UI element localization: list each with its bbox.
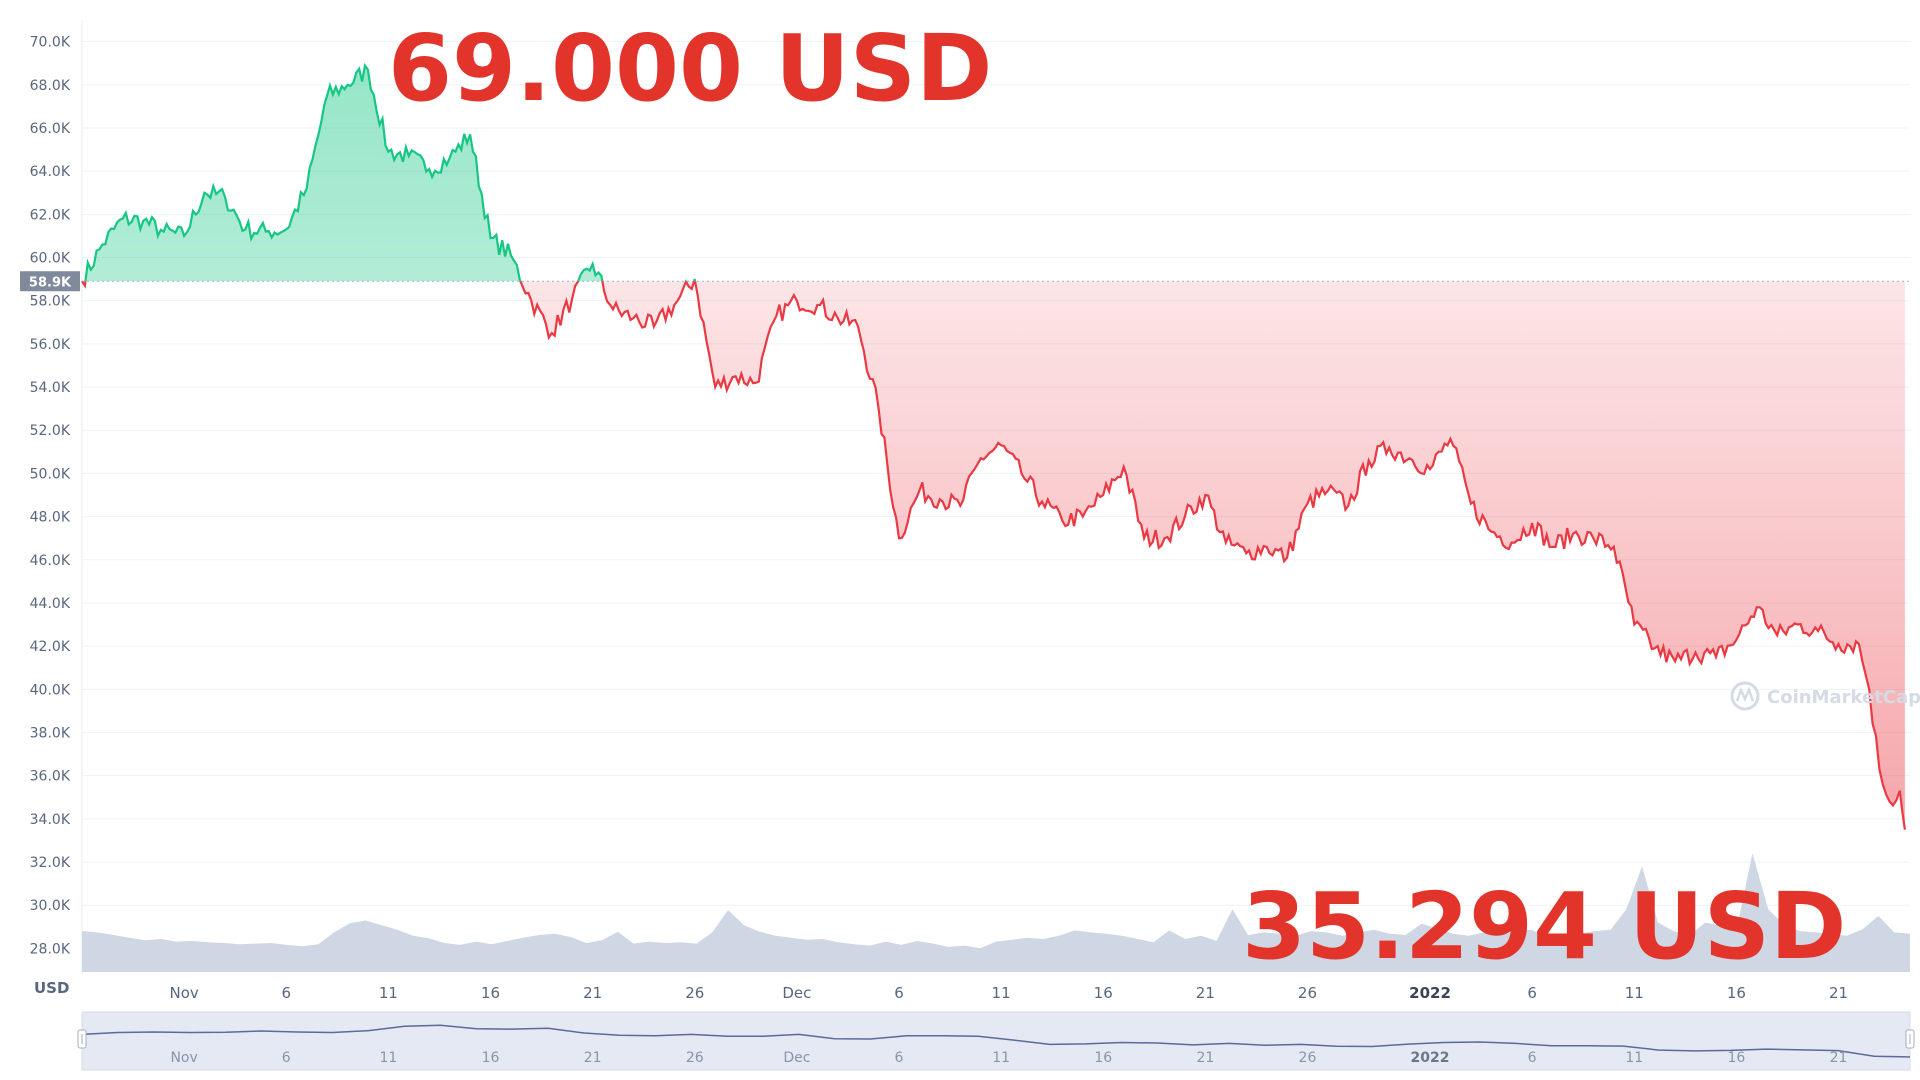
x-tick-label: 26 [685,984,704,1002]
y-tick-label: 54.0K [30,380,71,396]
x-tick-label: 6 [1527,984,1537,1002]
high-price-annotation: 69.000 USD [388,15,992,122]
navigator-tick-label: 21 [584,1050,602,1066]
y-tick-label: 46.0K [30,553,71,569]
watermark-text: CoinMarketCap [1767,687,1920,708]
y-tick-label: 60.0K [30,251,71,267]
price-line-up[interactable] [82,62,1905,830]
x-tick-label: 21 [1829,984,1848,1002]
x-tick-label: 16 [1094,984,1113,1002]
navigator-tick-label: Nov [170,1050,197,1066]
navigator-tick-label: 16 [1727,1050,1745,1066]
y-tick-label: 42.0K [30,639,71,655]
navigator-tick-label: 26 [1299,1050,1317,1066]
y-tick-label: 36.0K [30,769,71,785]
x-tick-label: Dec [782,984,811,1002]
navigator-tick-label: 16 [482,1050,500,1066]
x-tick-label: 6 [894,984,904,1002]
y-unit-label: USD [34,979,69,997]
coinmarketcap-watermark: CoinMarketCap [1730,681,1920,711]
y-tick-label: 58.0K [30,294,71,310]
navigator-tick-label: 6 [282,1050,291,1066]
y-tick-label: 28.0K [30,941,71,957]
navigator-tick-label: 21 [1830,1050,1848,1066]
navigator-tick-label: 2022 [1411,1050,1450,1066]
x-axis-ticks: Nov 6 11 16 21 26 Dec 6 11 16 21 26 2022 6 11 16 21 [169,984,1848,1002]
y-tick-label: 62.0K [30,207,71,223]
navigator-tick-label: 16 [1094,1050,1112,1066]
loss-fill [82,281,1905,830]
y-tick-label: 56.0K [30,337,71,353]
reference-badge: 58.9K [20,271,80,292]
navigator-tick-label: 6 [1528,1050,1537,1066]
y-tick-label: 50.0K [30,466,71,482]
x-tick-label: 26 [1298,984,1317,1002]
navigator-tick-label: 11 [992,1050,1010,1066]
low-price-annotation: 35.294 USD [1242,873,1846,980]
volume-area [82,853,1910,972]
reference-badge-bg [20,271,80,292]
x-tick-label: 11 [379,984,398,1002]
y-tick-label: 48.0K [30,510,71,526]
navigator-tick-label: 21 [1196,1050,1214,1066]
y-tick-label: 44.0K [30,596,71,612]
navigator-tick-label: 26 [686,1050,704,1066]
y-tick-label: 70.0K [30,35,71,51]
x-tick-label: 11 [1625,984,1644,1002]
navigator-line [81,1024,1911,1058]
range-navigator[interactable]: Nov 6 11 16 21 26 Dec 6 11 16 21 26 2022 6 11 16 21 [77,1011,1915,1071]
y-tick-label: 40.0K [30,682,71,698]
price-line[interactable] [81,62,1906,830]
navigator-tick-label: 6 [895,1050,904,1066]
x-tick-label: 2022 [1409,984,1451,1002]
reference-badge-label: 58.9K [29,275,72,290]
coinmarketcap-logo-icon [1730,681,1760,711]
y-tick-label: 30.0K [30,898,71,914]
navigator-tick-label: 11 [379,1050,397,1066]
x-tick-label: 16 [481,984,500,1002]
x-tick-label: 11 [992,984,1011,1002]
volume-area-shape [82,853,1910,972]
price-fill [82,65,1905,830]
y-tick-label: 32.0K [30,855,71,871]
x-tick-label: Nov [169,984,198,1002]
gain-fill [85,65,696,282]
x-tick-label: 6 [281,984,291,1002]
y-tick-label: 52.0K [30,423,71,439]
price-line-down[interactable] [81,66,1906,830]
y-tick-label: 68.0K [30,78,71,94]
y-tick-label: 34.0K [30,812,71,828]
y-tick-label: 38.0K [30,726,71,742]
y-axis-ticks: 70.0K 68.0K 66.0K 64.0K 62.0K 60.0K 58.0K 56.0K… [30,35,71,958]
navigator-tick-label: 11 [1625,1050,1643,1066]
navigator-tick-label: Dec [783,1050,810,1066]
y-tick-label: 66.0K [30,121,71,137]
x-tick-label: 21 [1196,984,1215,1002]
x-tick-label: 21 [583,984,602,1002]
x-tick-label: 16 [1727,984,1746,1002]
y-tick-label: 64.0K [30,164,71,180]
